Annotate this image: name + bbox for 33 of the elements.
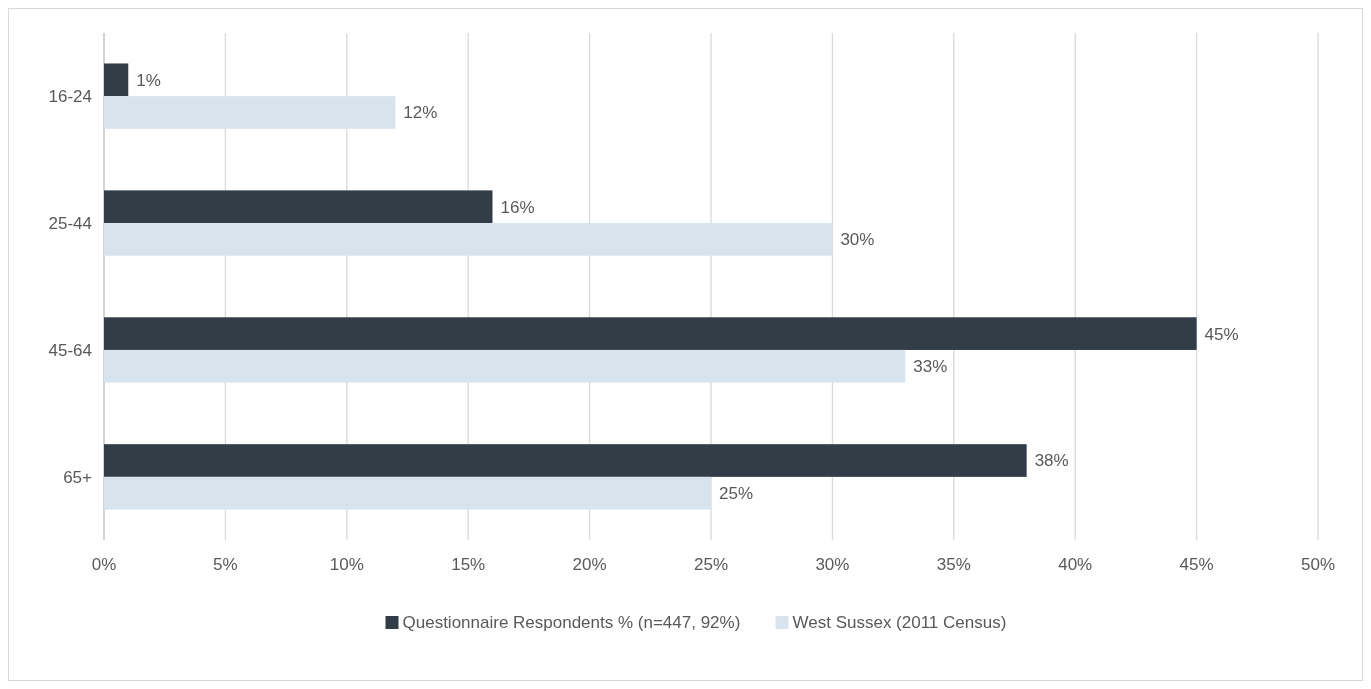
data-label: 1% (136, 70, 161, 90)
y-tick-label: 16-24 (48, 87, 92, 107)
x-tick-label: 50% (1300, 555, 1336, 574)
y-tick-label: 45-64 (48, 340, 92, 360)
x-tick-label: 20% (572, 555, 607, 574)
data-label: 38% (1034, 451, 1069, 471)
x-tick-label: 0% (91, 555, 117, 574)
data-label: 33% (913, 357, 948, 377)
bar (104, 223, 833, 256)
x-tick-label: 15% (451, 555, 486, 574)
data-label: 45% (1204, 324, 1239, 344)
bar (104, 317, 1197, 350)
x-tick-label: 40% (1058, 555, 1093, 574)
legend-label: Questionnaire Respondents % (n=447, 92%) (402, 613, 741, 632)
bar (104, 444, 1027, 477)
legend-label: West Sussex (2011 Census) (792, 613, 1007, 632)
bar (104, 190, 493, 224)
bar (104, 96, 396, 129)
y-tick-label: 65+ (63, 467, 93, 487)
x-tick-label: 5% (213, 555, 238, 574)
data-label: 30% (840, 230, 875, 250)
x-tick-label: 25% (693, 555, 729, 574)
bar (104, 349, 906, 383)
y-tick-label: 25-44 (48, 214, 92, 233)
x-tick-label: 45% (1179, 555, 1214, 574)
x-tick-label: 30% (815, 555, 850, 574)
data-label: 16% (500, 197, 535, 217)
data-label: 12% (403, 103, 438, 123)
bar (104, 63, 129, 97)
bar (104, 476, 711, 510)
x-tick-label: 35% (936, 555, 971, 574)
data-label: 25% (719, 484, 754, 504)
x-tick-label: 10% (329, 555, 364, 574)
